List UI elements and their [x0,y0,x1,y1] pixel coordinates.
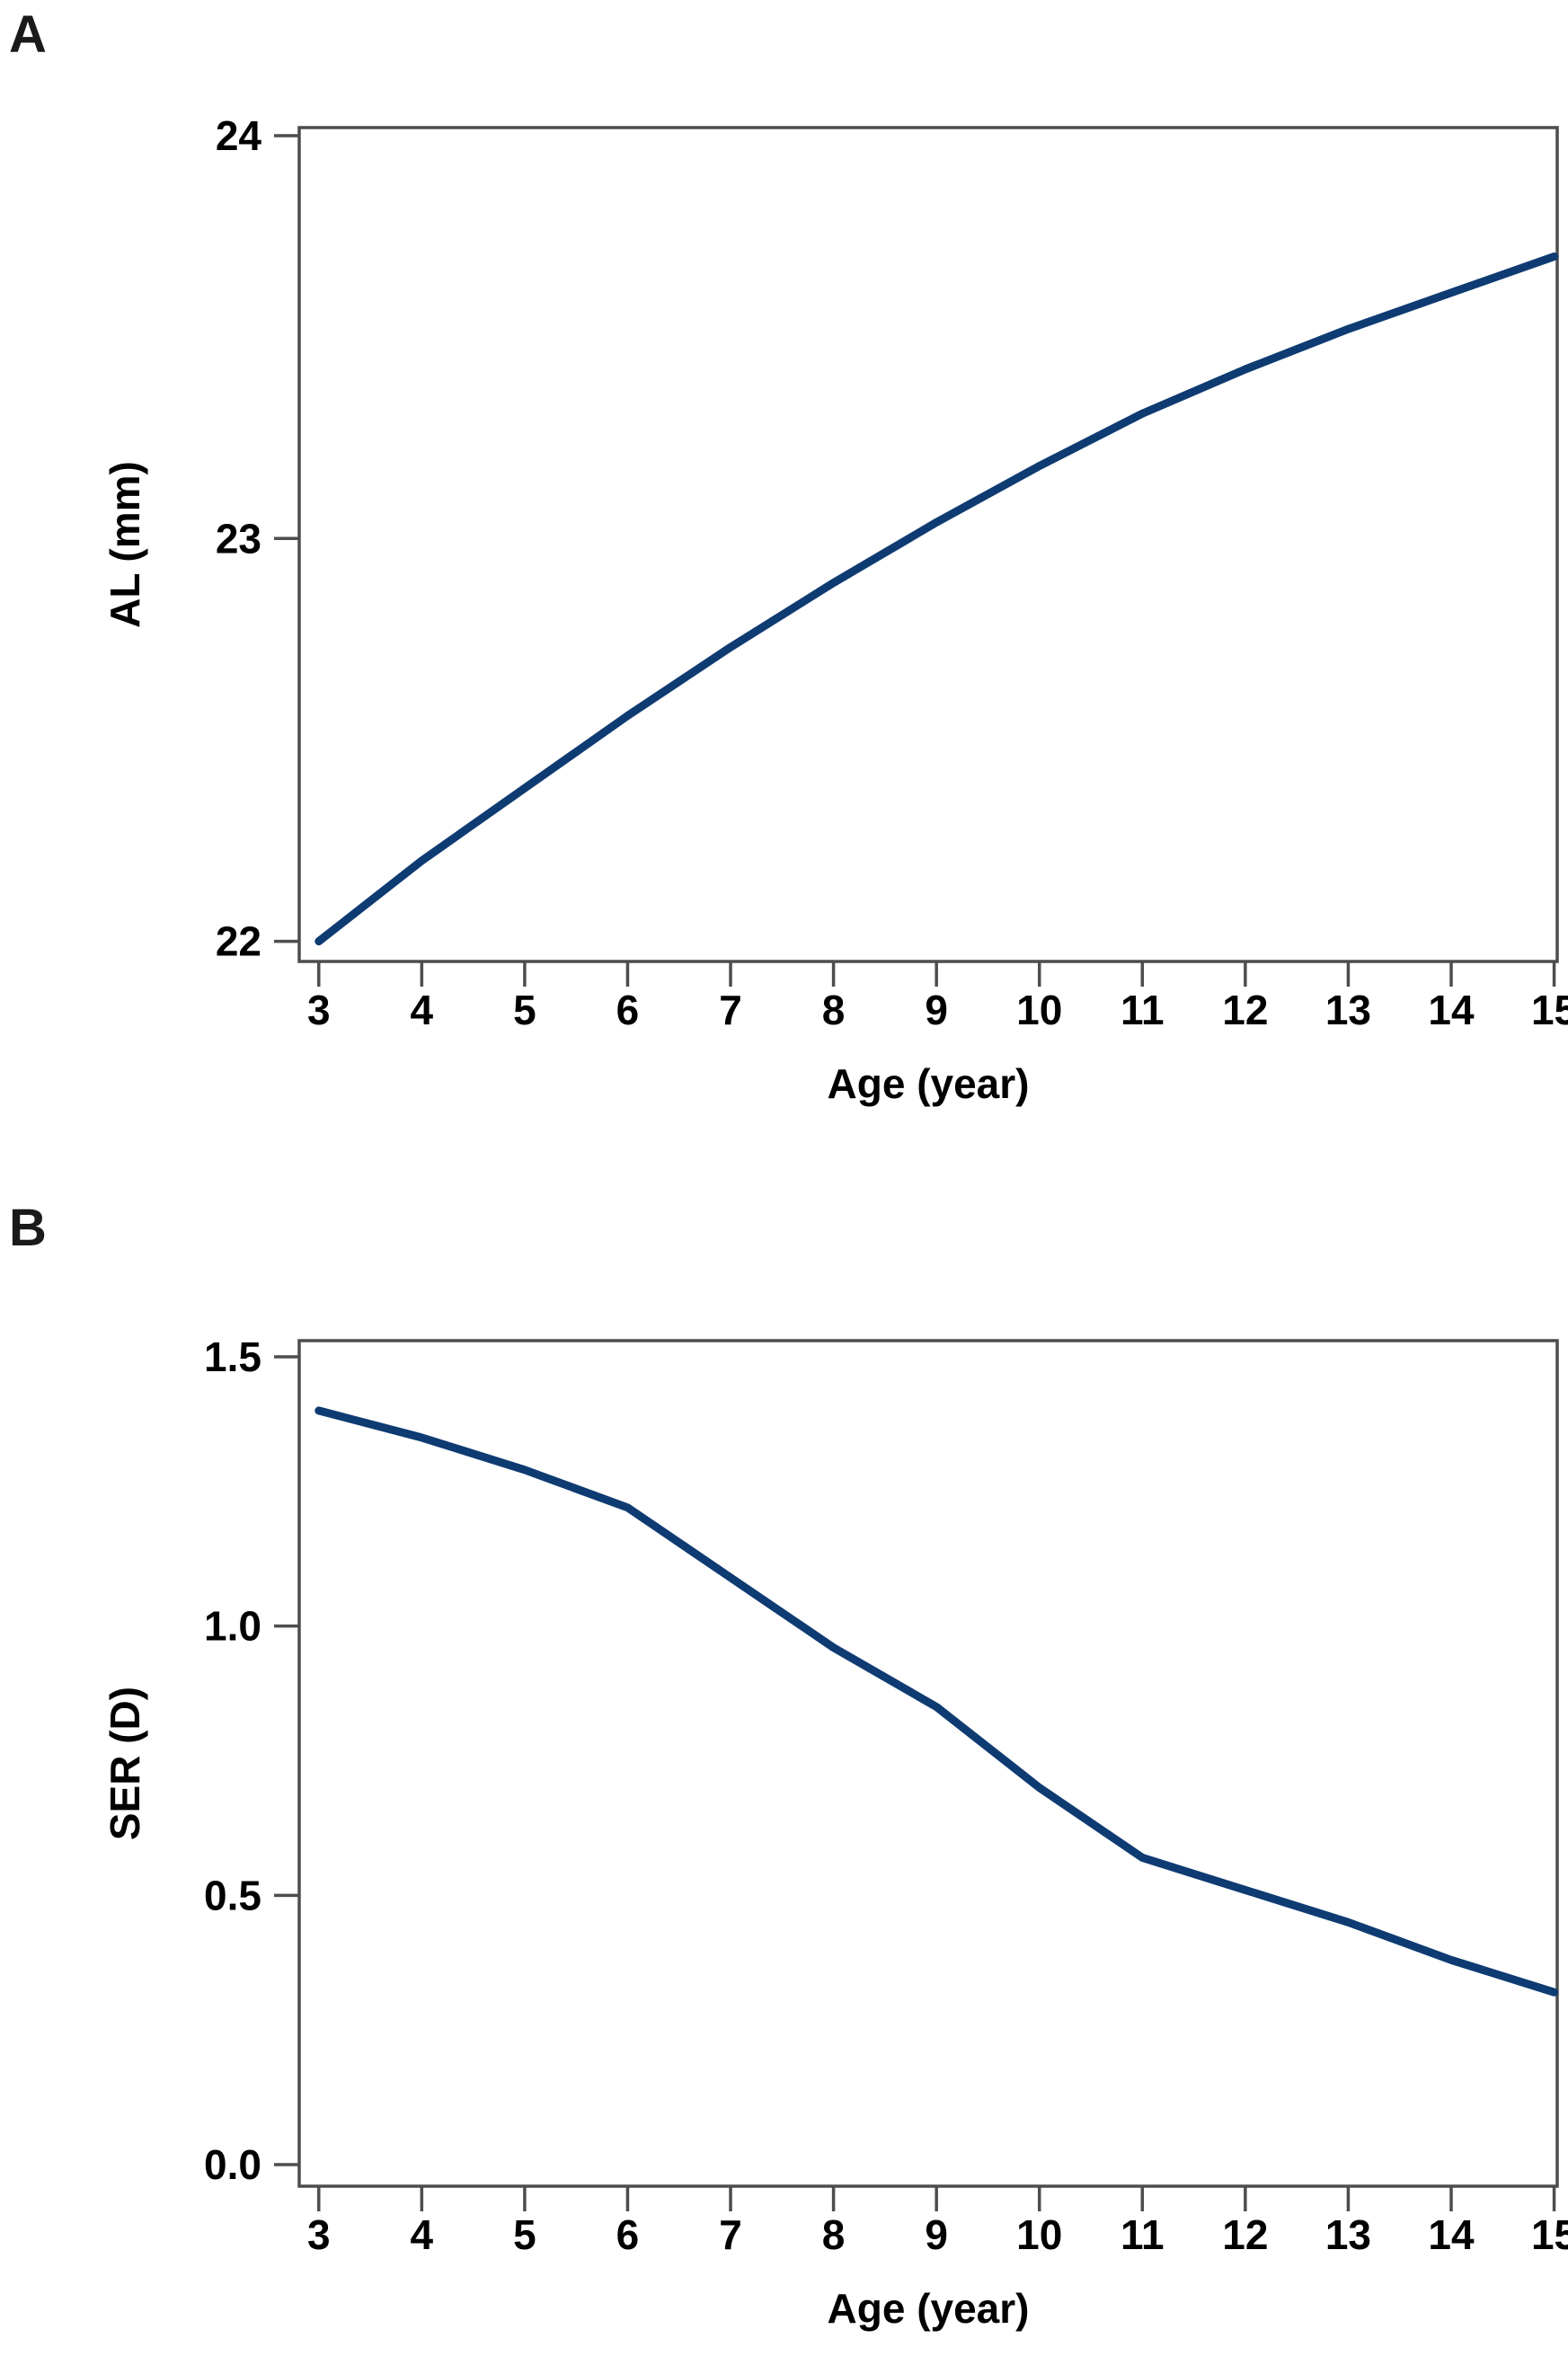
panel-b-chart: 3 4 5 6 7 8 9 10 11 12 13 14 15 0.0 0.5 1.0 1.5 Age (year… [102,1333,1568,2332]
x-tick-label: 11 [1121,2211,1165,2258]
plot-box [297,1339,1559,2188]
x-tick-label: 12 [1222,2211,1268,2258]
y-tick-label: 22 [216,918,261,965]
x-tick-label: 4 [411,987,434,1033]
y-tick-label: 1.0 [204,1603,261,1650]
y-axis-title: SER (D) [102,1687,148,1840]
x-tick-label: 3 [307,987,331,1033]
x-tick-label: 10 [1016,2211,1062,2258]
x-tick-label: 8 [822,987,846,1033]
y-tick-label: 0.5 [204,1872,261,1918]
x-tick-label: 5 [513,987,536,1033]
x-tick-label: 7 [719,2211,742,2258]
y-tick-label: 1.5 [204,1333,261,1380]
x-tick-label: 7 [719,987,742,1033]
x-tick-label: 3 [307,2211,331,2258]
panel-b-label: B [9,1199,47,1257]
panel-a-label: A [9,5,47,64]
x-tick-label: 13 [1325,2211,1371,2258]
x-tick-label: 5 [513,2211,536,2258]
x-tick-label: 12 [1222,987,1268,1033]
x-tick-label: 15 [1531,987,1568,1033]
panel-a-chart: 3 4 5 6 7 8 9 10 11 12 13 14 15 22 23 24 Age (year) AL (m… [102,112,1568,1107]
data-line [314,1406,1559,1997]
x-tick-label: 6 [616,987,640,1033]
x-tick-label: 8 [822,2211,846,2258]
y-tick-label: 24 [216,112,262,159]
y-axis-title: AL (mm) [102,461,148,628]
x-tick-label: 10 [1016,987,1062,1033]
y-tick-label: 0.0 [204,2141,261,2188]
x-axis-title: Age (year) [828,2285,1030,2332]
x-tick-label: 9 [925,2211,948,2258]
data-line [314,252,1559,946]
x-tick-label: 13 [1325,987,1371,1033]
plot-box [297,126,1559,963]
y-tick-label: 23 [216,515,261,562]
x-tick-label: 14 [1428,987,1475,1033]
x-tick-label: 15 [1531,2211,1568,2258]
x-tick-label: 6 [616,2211,640,2258]
x-tick-label: 14 [1428,2211,1475,2258]
x-axis-title: Age (year) [828,1060,1030,1107]
x-tick-label: 11 [1121,987,1165,1033]
x-tick-label: 9 [925,987,948,1033]
x-tick-label: 4 [411,2211,434,2258]
